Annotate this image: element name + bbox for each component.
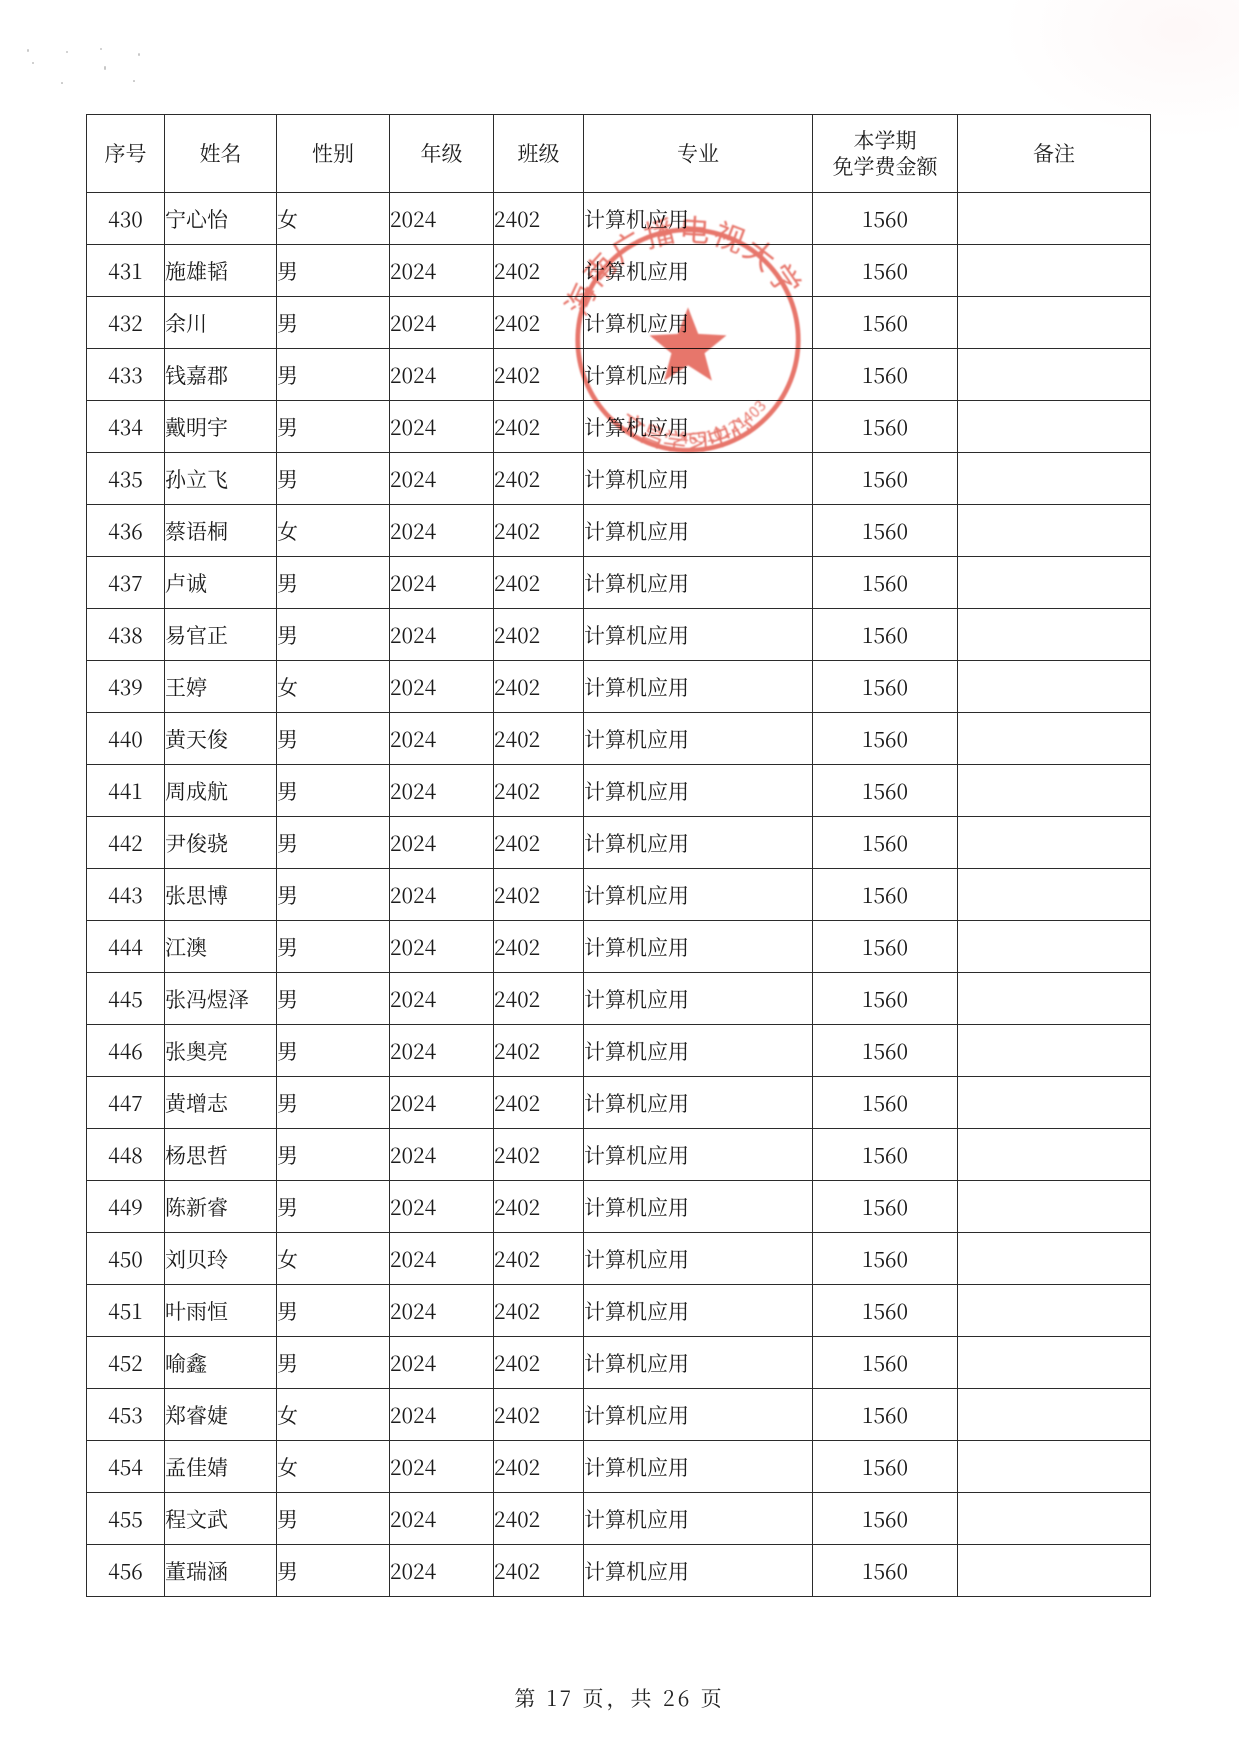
svg-text:海南广播电视大学: 海南广播电视大学: [553, 205, 814, 321]
